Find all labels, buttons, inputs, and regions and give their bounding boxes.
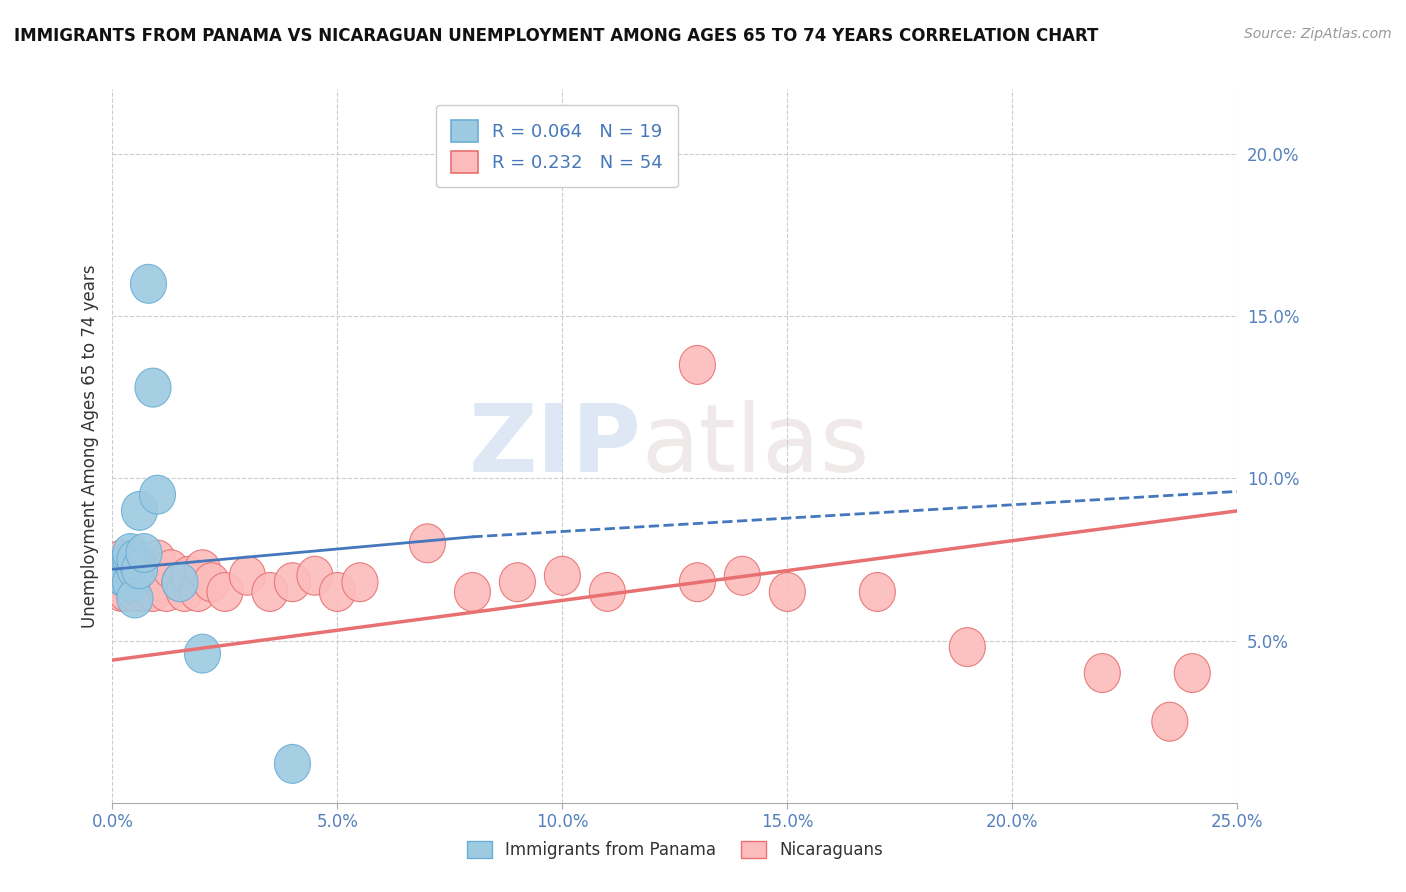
Ellipse shape — [319, 573, 356, 611]
Ellipse shape — [184, 549, 221, 589]
Ellipse shape — [859, 573, 896, 611]
Ellipse shape — [499, 563, 536, 602]
Ellipse shape — [121, 563, 157, 602]
Ellipse shape — [679, 563, 716, 602]
Ellipse shape — [135, 573, 172, 611]
Ellipse shape — [117, 540, 153, 579]
Ellipse shape — [297, 557, 333, 595]
Ellipse shape — [117, 549, 153, 589]
Ellipse shape — [108, 559, 143, 599]
Ellipse shape — [153, 549, 188, 589]
Ellipse shape — [112, 563, 149, 602]
Ellipse shape — [1174, 654, 1211, 692]
Ellipse shape — [98, 549, 135, 589]
Text: atlas: atlas — [641, 400, 869, 492]
Ellipse shape — [143, 563, 180, 602]
Ellipse shape — [98, 549, 135, 589]
Ellipse shape — [949, 628, 986, 666]
Ellipse shape — [149, 573, 184, 611]
Ellipse shape — [108, 549, 143, 589]
Ellipse shape — [166, 573, 202, 611]
Ellipse shape — [274, 745, 311, 783]
Legend: Immigrants from Panama, Nicaraguans: Immigrants from Panama, Nicaraguans — [460, 834, 890, 866]
Ellipse shape — [162, 563, 198, 602]
Ellipse shape — [108, 547, 143, 585]
Ellipse shape — [112, 563, 149, 602]
Ellipse shape — [112, 533, 149, 573]
Ellipse shape — [207, 573, 243, 611]
Ellipse shape — [117, 573, 153, 611]
Ellipse shape — [121, 549, 157, 589]
Ellipse shape — [98, 563, 135, 602]
Ellipse shape — [104, 557, 139, 595]
Ellipse shape — [342, 563, 378, 602]
Ellipse shape — [589, 573, 626, 611]
Ellipse shape — [184, 634, 221, 673]
Ellipse shape — [117, 557, 153, 595]
Ellipse shape — [1152, 702, 1188, 741]
Ellipse shape — [131, 563, 166, 602]
Y-axis label: Unemployment Among Ages 65 to 74 years: Unemployment Among Ages 65 to 74 years — [80, 264, 98, 628]
Ellipse shape — [135, 368, 172, 407]
Ellipse shape — [679, 345, 716, 384]
Ellipse shape — [121, 491, 157, 531]
Ellipse shape — [1084, 654, 1121, 692]
Ellipse shape — [127, 557, 162, 595]
Ellipse shape — [104, 540, 139, 579]
Ellipse shape — [108, 563, 143, 602]
Ellipse shape — [112, 540, 149, 579]
Ellipse shape — [108, 573, 143, 611]
Ellipse shape — [162, 563, 198, 602]
Ellipse shape — [131, 549, 166, 589]
Ellipse shape — [117, 540, 153, 579]
Ellipse shape — [172, 557, 207, 595]
Ellipse shape — [131, 264, 166, 303]
Ellipse shape — [104, 557, 139, 595]
Ellipse shape — [139, 540, 176, 579]
Ellipse shape — [112, 540, 149, 579]
Text: IMMIGRANTS FROM PANAMA VS NICARAGUAN UNEMPLOYMENT AMONG AGES 65 TO 74 YEARS CORR: IMMIGRANTS FROM PANAMA VS NICARAGUAN UNE… — [14, 27, 1098, 45]
Ellipse shape — [544, 557, 581, 595]
Ellipse shape — [139, 557, 176, 595]
Ellipse shape — [121, 549, 157, 589]
Ellipse shape — [104, 573, 139, 611]
Ellipse shape — [139, 475, 176, 514]
Ellipse shape — [127, 573, 162, 611]
Ellipse shape — [194, 563, 229, 602]
Ellipse shape — [724, 557, 761, 595]
Text: ZIP: ZIP — [468, 400, 641, 492]
Ellipse shape — [229, 557, 266, 595]
Ellipse shape — [112, 549, 149, 589]
Text: Source: ZipAtlas.com: Source: ZipAtlas.com — [1244, 27, 1392, 41]
Ellipse shape — [274, 563, 311, 602]
Ellipse shape — [127, 533, 162, 573]
Ellipse shape — [180, 573, 217, 611]
Ellipse shape — [108, 557, 143, 595]
Ellipse shape — [252, 573, 288, 611]
Ellipse shape — [769, 573, 806, 611]
Ellipse shape — [454, 573, 491, 611]
Ellipse shape — [409, 524, 446, 563]
Ellipse shape — [117, 579, 153, 618]
